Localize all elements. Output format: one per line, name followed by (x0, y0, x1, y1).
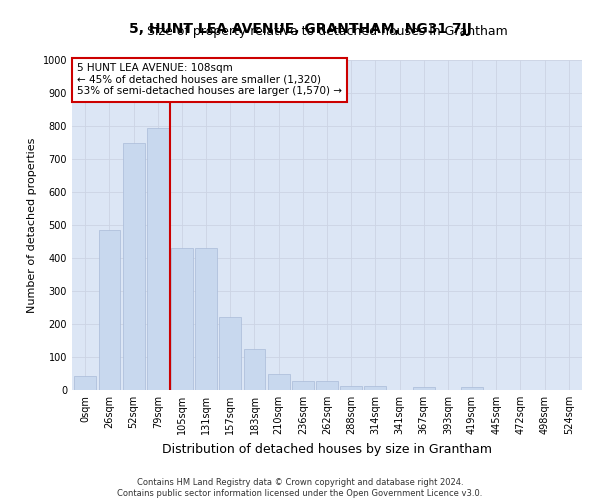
Bar (147, 128, 169, 390)
Bar (171, 248, 193, 390)
Bar (195, 248, 217, 390)
Text: 5 HUNT LEA AVENUE: 108sqm
← 45% of detached houses are smaller (1,320)
53% of se: 5 HUNT LEA AVENUE: 108sqm ← 45% of detac… (77, 64, 342, 96)
Title: Size of property relative to detached houses in Grantham: Size of property relative to detached ho… (146, 25, 508, 38)
Bar (123, 142, 145, 390)
Bar (220, 318, 241, 390)
Text: Contains HM Land Registry data © Crown copyright and database right 2024.
Contai: Contains HM Land Registry data © Crown c… (118, 478, 482, 498)
Bar (461, 388, 483, 390)
Bar (244, 349, 265, 390)
Bar (316, 381, 338, 390)
Y-axis label: Number of detached properties: Number of detached properties (27, 138, 37, 312)
Text: 5, HUNT LEA AVENUE, GRANTHAM, NG31 7JJ: 5, HUNT LEA AVENUE, GRANTHAM, NG31 7JJ (128, 22, 472, 36)
Bar (292, 381, 314, 390)
Bar (74, 376, 96, 390)
Bar (340, 386, 362, 390)
Bar (98, 230, 121, 390)
X-axis label: Distribution of detached houses by size in Grantham: Distribution of detached houses by size … (162, 442, 492, 456)
Bar (413, 388, 434, 390)
Bar (364, 386, 386, 390)
Bar (268, 374, 290, 390)
